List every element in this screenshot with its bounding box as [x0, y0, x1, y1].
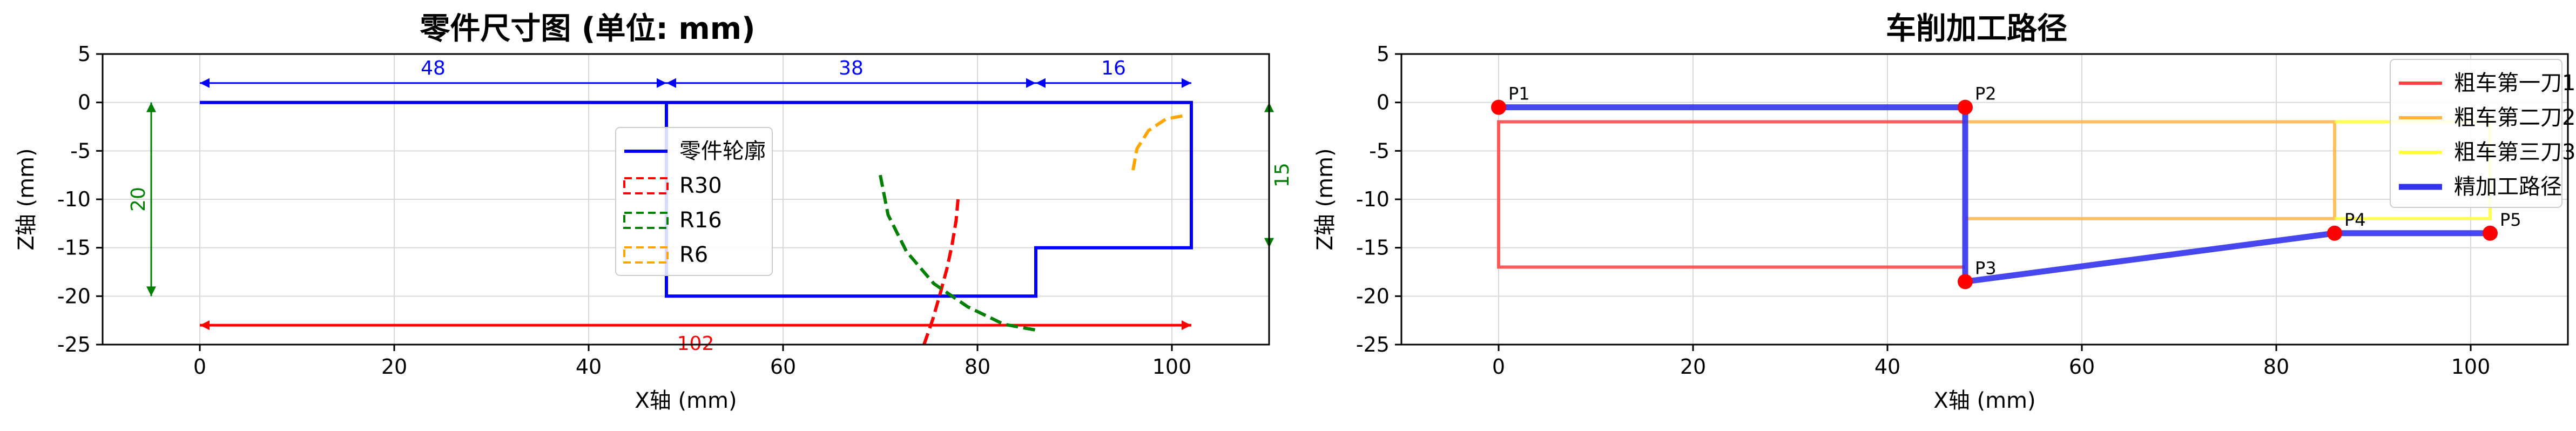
legend-label: R30 [679, 173, 722, 198]
path-point [1958, 274, 1973, 289]
series-line-2 [922, 199, 960, 345]
point-label: P1 [1508, 84, 1530, 104]
arrow-head [666, 78, 676, 88]
dimension-label: 38 [839, 57, 864, 79]
arrow-head [1036, 78, 1046, 88]
y-tick-label: 5 [1377, 42, 1390, 66]
legend-box [2390, 59, 2562, 208]
arrow-head [146, 286, 156, 297]
series-line-2 [1965, 120, 2336, 220]
x-tick-label: 100 [2451, 355, 2491, 379]
point-label: P3 [1975, 258, 1997, 278]
chart-title: 零件尺寸图 (单位: mm) [420, 11, 755, 46]
path-point [2327, 225, 2342, 241]
legend-label: 粗车第三刀3 [2454, 140, 2575, 165]
path-point [2483, 225, 2498, 241]
arrow-head [1026, 78, 1036, 88]
y-tick-label: 0 [1377, 91, 1390, 115]
legend-swatch [623, 177, 669, 194]
arrow-head [1182, 320, 1191, 331]
x-tick-label: 0 [193, 355, 206, 379]
dimension-label: 16 [1101, 57, 1126, 79]
legend-box [615, 127, 773, 276]
y-axis-label: Z轴 (mm) [14, 148, 39, 250]
y-tick-label: -15 [57, 236, 91, 260]
legend: 粗车第一刀1 粗车第二刀2 粗车第三刀3 精加工路径 [2390, 59, 2575, 208]
dimension-label: 20 [127, 187, 150, 212]
x-tick-label: 100 [1152, 355, 1192, 379]
legend-label: R16 [679, 208, 722, 233]
y-tick-label: -5 [1369, 139, 1390, 163]
point-label: P4 [2344, 210, 2366, 230]
y-axis-label: Z轴 (mm) [1313, 148, 1338, 250]
legend-label: R6 [679, 243, 708, 267]
arrow-head [146, 102, 156, 112]
legend-label: 粗车第一刀1 [2454, 71, 2575, 96]
y-tick-label: 5 [78, 42, 91, 66]
chart-title: 车削加工路径 [1886, 11, 2067, 46]
legend: 零件轮廓 R30 R16 R6 [615, 127, 773, 276]
x-tick-label: 20 [381, 355, 407, 379]
point-label: P5 [2500, 210, 2521, 230]
y-tick-label: -20 [57, 284, 91, 308]
x-tick-label: 80 [965, 355, 990, 379]
y-tick-label: -20 [1356, 284, 1390, 308]
y-tick-label: -25 [1356, 333, 1390, 356]
point-label: P2 [1975, 84, 1997, 104]
legend-label: 粗车第二刀2 [2454, 105, 2575, 130]
x-tick-label: 60 [770, 355, 796, 379]
path-point [1491, 99, 1506, 115]
arrow-head [200, 320, 210, 331]
series-line-1 [1497, 120, 1965, 269]
dimension-label: 15 [1271, 163, 1293, 187]
x-axis-label: X轴 (mm) [1933, 388, 2035, 413]
series-line-4 [1131, 113, 1188, 171]
y-tick-label: -10 [57, 187, 91, 211]
y-tick-label: -25 [57, 333, 91, 356]
chart-turning-path: 车削加工路径 P1 P2 P3 P4 P5 0 20 40 60 80 100 5 0 -5 -10 -15… [1313, 11, 2575, 413]
y-tick-label: -15 [1356, 236, 1390, 260]
path-point [1958, 99, 1973, 115]
legend-label: 精加工路径 [2454, 174, 2562, 199]
x-axis-label: X轴 (mm) [635, 388, 737, 413]
series-line-3 [879, 174, 1036, 332]
legend-swatch [623, 246, 669, 264]
x-tick-label: 60 [2069, 355, 2095, 379]
x-tick-label: 40 [1874, 355, 1900, 379]
dimension-label: 48 [421, 57, 446, 79]
y-tick-label: 0 [78, 91, 91, 115]
x-tick-label: 40 [576, 355, 602, 379]
arrow-head [1182, 78, 1191, 88]
legend-label: 零件轮廓 [679, 139, 766, 164]
x-tick-label: 0 [1492, 355, 1505, 379]
y-tick-label: -10 [1356, 187, 1390, 211]
x-tick-label: 20 [1680, 355, 1706, 379]
arrow-head [657, 78, 666, 88]
legend-swatch [623, 212, 669, 229]
arrow-head [200, 78, 210, 88]
x-tick-label: 80 [2263, 355, 2289, 379]
y-tick-label: -5 [70, 139, 91, 163]
series-line-4 [1499, 104, 2490, 285]
